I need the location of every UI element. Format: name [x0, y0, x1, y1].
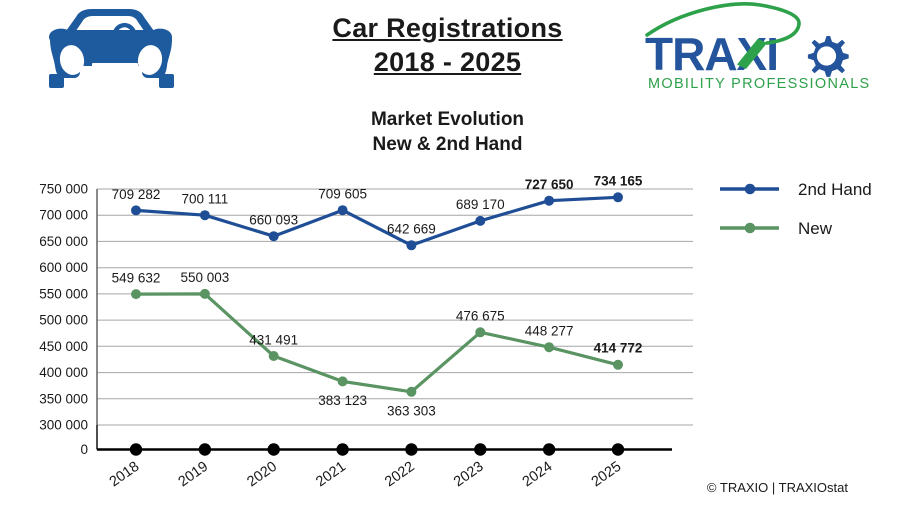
svg-text:© TRAXIO | TRAXIOstat: © TRAXIO | TRAXIOstat — [707, 480, 848, 495]
svg-text:550 003: 550 003 — [180, 270, 229, 285]
svg-text:2019: 2019 — [176, 459, 212, 491]
svg-text:689 170: 689 170 — [456, 197, 505, 212]
svg-text:750 000: 750 000 — [39, 182, 88, 197]
svg-text:2018: 2018 — [107, 459, 143, 491]
svg-text:400 000: 400 000 — [39, 365, 88, 380]
svg-text:363 303: 363 303 — [387, 404, 436, 419]
svg-text:550 000: 550 000 — [39, 286, 88, 301]
svg-text:2021: 2021 — [313, 459, 349, 491]
svg-text:549 632: 549 632 — [112, 271, 161, 286]
svg-text:431 491: 431 491 — [249, 333, 298, 348]
svg-text:383 123: 383 123 — [318, 393, 367, 408]
svg-text:500 000: 500 000 — [39, 313, 88, 328]
svg-text:600 000: 600 000 — [39, 260, 88, 275]
svg-text:727 650: 727 650 — [525, 177, 574, 192]
svg-text:414 772: 414 772 — [594, 341, 643, 356]
svg-text:450 000: 450 000 — [39, 339, 88, 354]
svg-text:734 165: 734 165 — [594, 174, 643, 189]
svg-text:2nd Hand: 2nd Hand — [798, 180, 872, 199]
svg-text:660 093: 660 093 — [249, 213, 298, 228]
svg-text:709 282: 709 282 — [112, 187, 161, 202]
svg-text:2024: 2024 — [520, 459, 556, 491]
svg-text:2025: 2025 — [589, 459, 625, 491]
svg-text:476 675: 476 675 — [456, 309, 505, 324]
svg-text:700 000: 700 000 — [39, 208, 88, 223]
svg-text:New: New — [798, 219, 833, 238]
svg-text:709 605: 709 605 — [318, 187, 367, 202]
svg-text:2022: 2022 — [382, 459, 418, 491]
svg-text:350 000: 350 000 — [39, 391, 88, 406]
svg-text:0: 0 — [80, 442, 88, 457]
svg-text:2023: 2023 — [451, 459, 487, 491]
svg-text:2020: 2020 — [244, 459, 280, 491]
svg-text:300 000: 300 000 — [39, 418, 88, 433]
svg-text:448 277: 448 277 — [525, 324, 574, 339]
svg-text:650 000: 650 000 — [39, 234, 88, 249]
svg-text:642 669: 642 669 — [387, 222, 436, 237]
svg-text:700 111: 700 111 — [182, 192, 229, 207]
